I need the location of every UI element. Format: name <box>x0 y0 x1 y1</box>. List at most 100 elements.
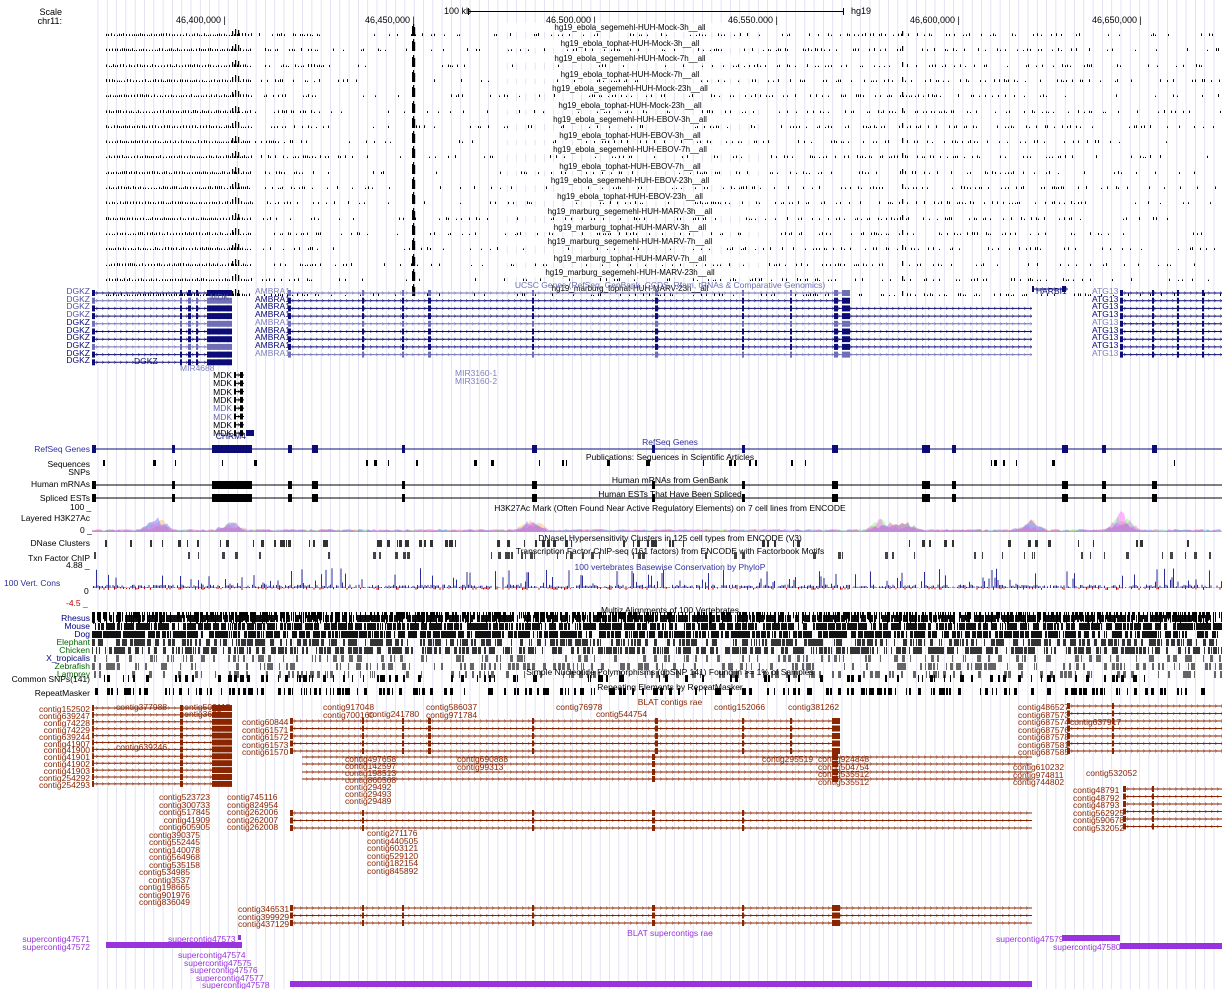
gene-label-dgkz[interactable]: DGKZ <box>66 347 90 358</box>
rnaseq-track-label[interactable]: hg19_ebola_tophat-HUH-EBOV-3h__all <box>500 131 760 141</box>
contig-label[interactable]: contig41903 <box>43 766 90 777</box>
contig-label[interactable]: contig639247 <box>38 710 90 721</box>
contig-label: contig198513 <box>345 768 397 778</box>
species-label[interactable]: Mouse <box>64 621 90 631</box>
contig-label[interactable]: contig41901 <box>43 752 90 763</box>
contig-label: contig346531 <box>238 904 290 914</box>
contig-label[interactable]: contig41907 <box>43 738 90 749</box>
track-label-common-snps[interactable]: Common SNPs(141) <box>11 674 90 684</box>
contig-label: contig532052 <box>1086 768 1138 778</box>
gene-label-dgkz[interactable]: DGKZ <box>66 293 90 304</box>
track-title-snps: Simple Nucleotide Polymorphisms (dbSNP 1… <box>526 667 814 677</box>
contig-label: contig399929 <box>238 911 290 922</box>
rnaseq-track-label[interactable]: hg19_ebola_segemehl-HUH-Mock-23h__all <box>500 84 760 94</box>
rnaseq-track-label[interactable]: hg19_ebola_tophat-HUH-Mock-23h__all <box>500 100 760 110</box>
contig-label: contig917048 <box>323 702 375 712</box>
contig-label: contig61571 <box>242 724 289 735</box>
species-label[interactable]: Chicken <box>59 645 90 655</box>
contig-label: contig440505 <box>367 835 419 846</box>
supercontig-label[interactable]: supercontig47572 <box>22 942 90 952</box>
gene-label-dgkz[interactable]: DGKZ <box>66 316 90 327</box>
gene-label-dgkz[interactable]: DGKZ <box>66 301 90 312</box>
gene-label-mdk-stack: MDK <box>213 428 232 439</box>
gene-label-dgkz[interactable]: DGKZ <box>66 332 90 343</box>
contig-label: contig504754 <box>818 761 870 772</box>
gene-label-ambra1: AMBRA1 <box>255 301 290 312</box>
species-label[interactable]: X_tropicalis <box>46 653 90 663</box>
rnaseq-track-label[interactable]: hg19_ebola_segemehl-HUH-Mock-7h__all <box>500 53 760 63</box>
contig-label[interactable]: contig152502 <box>38 704 90 714</box>
contig-label: contig590678 <box>1073 815 1125 825</box>
mrna-track <box>92 481 1222 489</box>
rnaseq-track-label[interactable]: hg19_ebola_tophat-HUH-EBOV-23h__all <box>500 192 760 202</box>
conservation-track <box>92 568 1222 590</box>
contig-label: contig48792 <box>1073 792 1120 803</box>
supercontig-label[interactable]: supercontig47571 <box>22 934 90 944</box>
gene-label-mdk-stack: MDK <box>213 403 232 414</box>
gene-label-dgkz[interactable]: DGKZ <box>66 324 90 335</box>
ruler-tick-label: 46,650,000 | <box>1092 15 1142 25</box>
track-label-sequences[interactable]: Sequences <box>47 459 90 469</box>
multiz-species-row <box>94 671 1222 678</box>
supercontig-label: supercontig47574 <box>178 950 246 960</box>
rnaseq-track-label[interactable]: hg19_ebola_tophat-HUH-EBOV-7h__all <box>500 161 760 171</box>
species-label[interactable]: Elephant <box>56 637 90 647</box>
track-label-est[interactable]: Spliced ESTs <box>39 493 90 503</box>
contig-label: contig41909 <box>163 814 210 825</box>
species-label[interactable]: Rhesus <box>61 613 90 623</box>
track-label-h3k27ac[interactable]: Layered H3K27Ac <box>21 513 90 523</box>
contig-label: contig377988 <box>116 702 168 712</box>
supercontig-label: supercontig47578 <box>202 980 270 989</box>
rnaseq-track-label[interactable]: hg19_marburg_tophat-HUH-MARV-7h__all <box>500 253 760 263</box>
track-label-refseq[interactable]: RefSeq Genes <box>34 444 90 454</box>
gene-label-ambra1: AMBRA1 <box>255 339 290 350</box>
gene-label-dgkz[interactable]: DGKZ <box>66 339 90 350</box>
contig-label: contig29492 <box>345 782 392 792</box>
contig-label[interactable]: contig74228 <box>43 717 90 728</box>
rnaseq-track-label[interactable]: hg19_ebola_tophat-HUH-Mock-7h__all <box>500 69 760 79</box>
contig-label[interactable]: contig41902 <box>43 759 90 770</box>
gene-label-mir3160-2: MIR3160-2 <box>455 376 498 386</box>
contig-label[interactable]: contig639244 <box>38 731 90 742</box>
rnaseq-wiggle <box>106 39 1219 52</box>
dnase-track <box>105 540 1189 547</box>
track-label-tfchip[interactable]: Txn Factor ChIP <box>28 553 90 563</box>
gene-label-dgkz[interactable]: DGKZ <box>66 309 90 320</box>
track-label-dnase[interactable]: DNase Clusters <box>30 538 90 548</box>
species-label[interactable]: Dog <box>74 629 90 639</box>
contig-label[interactable]: contig254292 <box>38 773 90 783</box>
rnaseq-track-label[interactable]: hg19_marburg_segemehl-HUH-MARV-7h__all <box>500 237 760 247</box>
multiz-species-row <box>92 639 1217 646</box>
contig-label[interactable]: contig41900 <box>43 745 90 756</box>
contig-label[interactable]: contig254293 <box>38 779 90 790</box>
gene-label-dgkz[interactable]: DGKZ <box>66 286 90 296</box>
gene-label-atg13: ATG13 <box>1092 316 1119 327</box>
contig-label: contig152066 <box>714 702 766 712</box>
gene-label-atg13: ATG13 <box>1092 301 1119 312</box>
rnaseq-track-label[interactable]: hg19_ebola_segemehl-HUH-EBOV-3h__all <box>500 114 760 124</box>
gene-label-ambra1: AMBRA1 <box>255 347 290 358</box>
species-label[interactable]: Lamprey <box>56 669 90 679</box>
rnaseq-track-label[interactable]: hg19_marburg_segemehl-HUH-MARV-23h__all <box>500 267 760 277</box>
contig-label[interactable]: contig74229 <box>43 724 90 735</box>
rnaseq-track-label[interactable]: hg19_marburg_tophat-HUH-MARV-3h__all <box>500 222 760 232</box>
gene-label-mdk-stack: MDK <box>213 394 232 405</box>
contig-label: contig745116 <box>227 792 278 802</box>
rnaseq-track-label[interactable]: hg19_marburg_tophat-HUH-MARV-23h__all <box>500 284 760 294</box>
track-label-mrna[interactable]: Human mRNAs <box>30 479 90 489</box>
track-label-repeatmasker[interactable]: RepeatMasker <box>34 688 90 698</box>
gene-label-ambra1: AMBRA1 <box>255 309 290 320</box>
gene-label-dgkz[interactable]: DGKZ <box>66 355 90 366</box>
track-label-snps[interactable]: SNPs <box>68 467 90 477</box>
rnaseq-track-label[interactable]: hg19_ebola_tophat-HUH-Mock-3h__all <box>500 39 760 49</box>
contig-label: contig295519 <box>762 754 814 764</box>
rnaseq-track-label[interactable]: hg19_ebola_segemehl-HUH-EBOV-7h__all <box>500 145 760 155</box>
track-title-multiz: Multiz Alignments of 100 Vertebrates <box>601 605 739 615</box>
gene-label-ambra1: AMBRA1 <box>255 332 290 343</box>
rnaseq-track-label[interactable]: hg19_ebola_segemehl-HUH-Mock-3h__all <box>500 23 760 32</box>
species-label[interactable]: Zebrafish <box>54 661 90 671</box>
rnaseq-track-label[interactable]: hg19_marburg_segemehl-HUH-MARV-3h__all <box>500 206 760 216</box>
track-title-blat-contigs: BLAT contigs rae <box>637 697 703 707</box>
rnaseq-track-label[interactable]: hg19_ebola_segemehl-HUH-EBOV-23h__all <box>500 176 760 185</box>
